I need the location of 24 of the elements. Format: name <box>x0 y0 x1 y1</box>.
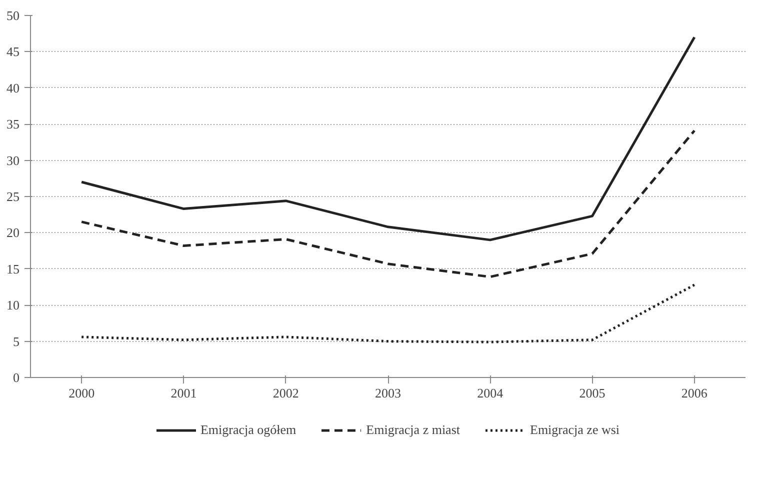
y-tick-label: 0 <box>13 370 20 385</box>
x-tick-label: 2005 <box>579 386 606 400</box>
x-tick-label: 2001 <box>170 386 197 400</box>
line-series <box>80 284 696 344</box>
legend-label: Emigracja z miast <box>366 422 460 438</box>
line-series <box>80 36 696 242</box>
y-tick-label: 25 <box>6 189 20 204</box>
y-tick-label: 45 <box>6 44 20 60</box>
x-tick-label: 2002 <box>272 386 299 400</box>
legend-label: Emigracja ogółem <box>200 422 296 438</box>
x-tick-label: 2000 <box>68 386 95 400</box>
y-tick-label: 40 <box>6 80 20 96</box>
y-tick-label: 10 <box>6 298 20 313</box>
y-tick-label: 50 <box>6 8 20 23</box>
x-tick-label: 2003 <box>375 386 401 400</box>
x-tick-label: 2004 <box>477 386 504 400</box>
y-tick-label: 20 <box>6 225 20 240</box>
y-tick-label: 15 <box>6 261 20 276</box>
line-series <box>80 129 696 278</box>
x-tick-label: 2006 <box>681 386 708 400</box>
legend-label: Emigracja ze wsi <box>530 422 620 438</box>
y-tick-label: 35 <box>6 116 20 132</box>
y-tick-label: 30 <box>6 152 20 168</box>
y-tick-label: 5 <box>13 334 20 349</box>
